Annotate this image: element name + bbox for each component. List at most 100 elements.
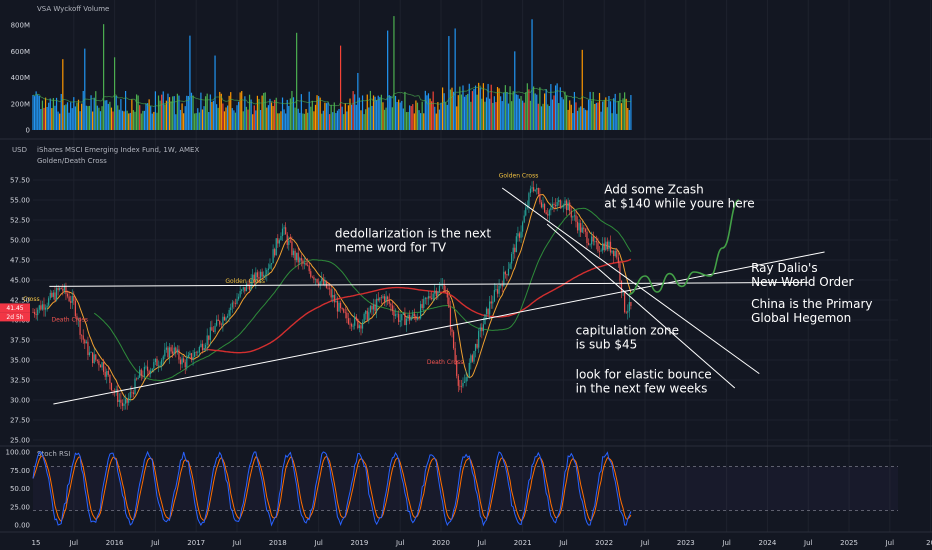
candle-body xyxy=(620,280,623,292)
candle-body xyxy=(562,205,565,207)
candle-body xyxy=(611,250,613,253)
volume-bar xyxy=(401,100,403,130)
volume-bar xyxy=(420,113,422,130)
candle-body xyxy=(619,263,621,281)
candle-body xyxy=(545,212,547,215)
volume-bar xyxy=(573,91,576,130)
volume-bar xyxy=(319,97,321,130)
candle-body xyxy=(567,202,569,211)
volume-bar xyxy=(415,100,417,130)
volume-bar xyxy=(303,113,306,130)
volume-bar xyxy=(205,96,207,130)
volume-bar xyxy=(412,104,414,130)
candle-body xyxy=(55,288,58,300)
volume-bar xyxy=(369,90,372,130)
candle-body xyxy=(179,359,182,365)
annotation-text: in the next few weeks xyxy=(576,381,708,395)
volume-bar xyxy=(504,85,506,130)
candle-body xyxy=(241,289,243,291)
volume-bar xyxy=(586,110,588,130)
volume-bar xyxy=(372,95,375,130)
volume-bar xyxy=(258,98,260,130)
volume-bar xyxy=(452,91,455,130)
candle-body xyxy=(518,233,521,238)
candle-body xyxy=(96,359,98,361)
candle-body xyxy=(270,263,273,265)
candle-body xyxy=(106,370,108,377)
volume-bar xyxy=(533,86,535,130)
candle-body xyxy=(434,290,436,294)
volume-bar xyxy=(211,101,213,130)
volume-bar xyxy=(423,113,425,130)
candle-body xyxy=(355,316,357,320)
candle-body xyxy=(237,296,240,300)
candle-body xyxy=(603,243,605,251)
volume-bar xyxy=(101,106,103,130)
volume-bar xyxy=(228,95,230,130)
candle-body xyxy=(145,366,147,368)
volume-bar xyxy=(467,93,469,130)
projection-path xyxy=(628,199,740,296)
candle-body xyxy=(283,227,285,229)
volume-bar xyxy=(368,107,370,130)
volume-bar xyxy=(363,114,365,130)
trendline xyxy=(501,187,760,375)
volume-bar xyxy=(37,94,39,130)
volume-bar xyxy=(294,107,296,130)
candle-body xyxy=(35,314,37,316)
candle-body xyxy=(33,312,36,315)
volume-bar xyxy=(451,87,453,130)
candle-body xyxy=(233,302,235,304)
candle-body xyxy=(421,304,423,309)
volume-bar xyxy=(394,95,397,130)
volume-bar xyxy=(440,102,442,130)
volume-bar xyxy=(256,95,259,130)
candle-body xyxy=(137,377,139,380)
candle-body xyxy=(347,318,350,324)
candle-body xyxy=(597,242,599,252)
candle-body xyxy=(121,402,124,406)
volume-bar xyxy=(407,111,409,130)
candle-body xyxy=(369,306,372,313)
x-tick-label: 2020 xyxy=(432,539,450,547)
volume-bar xyxy=(606,107,608,130)
candle-body xyxy=(438,285,441,292)
volume-bar xyxy=(580,106,582,130)
x-tick-label: Jul xyxy=(313,539,323,547)
volume-bar xyxy=(575,102,577,130)
candle-body xyxy=(379,297,381,301)
volume-bar xyxy=(404,91,406,130)
candle-body xyxy=(57,288,59,291)
volume-bar xyxy=(214,55,216,130)
volume-bar xyxy=(528,89,530,130)
volume-bar xyxy=(454,28,456,130)
trendline xyxy=(53,251,825,405)
volume-bar xyxy=(471,91,474,130)
volume-bar xyxy=(473,88,475,130)
candle-body xyxy=(92,352,94,363)
volume-bar xyxy=(88,105,91,130)
volume-bar xyxy=(161,94,163,130)
volume-bar xyxy=(216,104,218,130)
candle-body xyxy=(617,257,619,264)
candle-body xyxy=(131,391,133,393)
volume-bar xyxy=(382,102,384,130)
candle-body xyxy=(311,276,313,278)
candle-body xyxy=(120,399,122,403)
candle-body xyxy=(101,362,103,368)
x-tick-label: Jul xyxy=(885,539,895,547)
candle-body xyxy=(153,362,155,369)
candle-body xyxy=(292,250,295,256)
volume-bar xyxy=(489,98,491,130)
candle-body xyxy=(216,319,218,326)
candle-body xyxy=(569,202,571,212)
volume-bar xyxy=(608,96,610,130)
volume-bar xyxy=(255,110,257,130)
candle-body xyxy=(409,314,411,321)
volume-bar xyxy=(146,103,149,130)
volume-bar xyxy=(325,103,328,130)
volume-bar xyxy=(52,98,55,130)
candle-body xyxy=(261,271,263,277)
volume-bar xyxy=(165,100,167,130)
candle-body xyxy=(200,343,202,348)
